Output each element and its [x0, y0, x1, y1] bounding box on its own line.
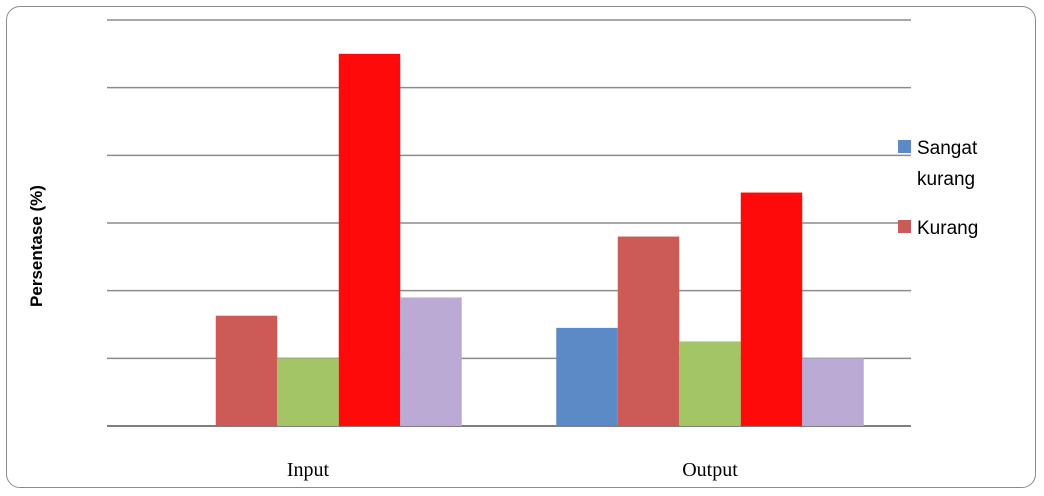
bars: [215, 53, 864, 426]
bar-output-series-1: [556, 327, 618, 426]
bar-output-series-5: [802, 358, 864, 426]
y-axis-label: Persentase (%): [27, 185, 46, 307]
legend: Sangat kurang Kurang: [898, 138, 978, 239]
legend-swatch: [898, 140, 911, 153]
bar-output-series-4: [740, 192, 803, 426]
bar-input-series-2: [215, 315, 278, 426]
chart-frame: [6, 6, 1036, 488]
legend-label: Sangat kurang: [917, 138, 978, 190]
x-tick-label: Output: [682, 459, 738, 481]
legend-label: Kurang: [917, 218, 978, 239]
bar-output-series-2: [617, 236, 680, 426]
x-tick-label: Input: [287, 459, 330, 481]
bar-input-series-4: [338, 53, 401, 426]
bar-input-series-5: [400, 297, 462, 426]
bar-output-series-3: [679, 341, 741, 426]
x-axis-labels: Input Output: [287, 459, 738, 481]
legend-swatch: [898, 220, 911, 233]
bar-input-series-3: [277, 358, 339, 426]
